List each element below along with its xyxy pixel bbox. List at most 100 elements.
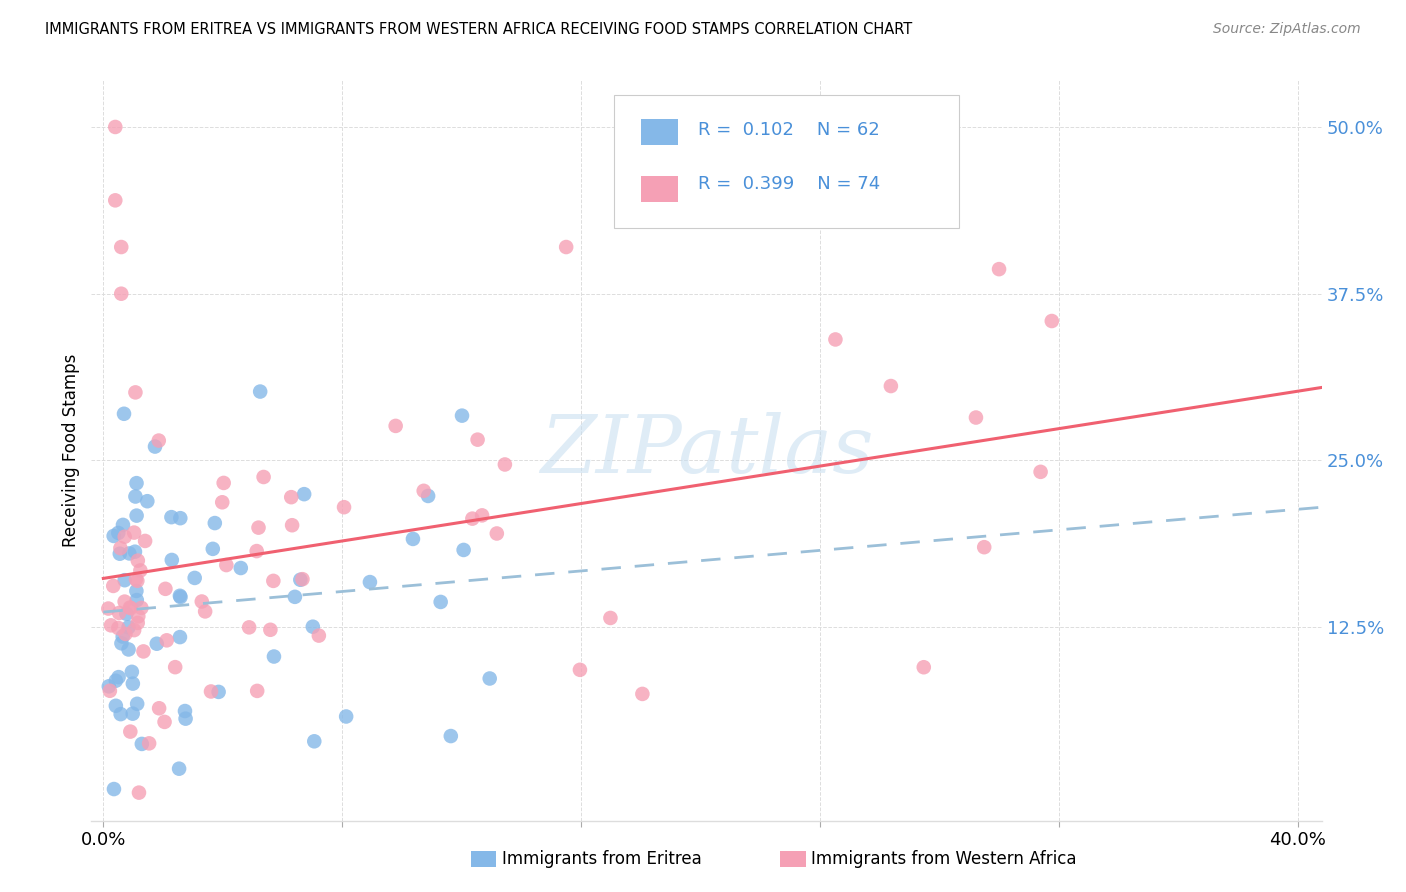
Point — [440, 729, 463, 743]
Point — [207, 685, 229, 699]
Point — [485, 526, 508, 541]
Point — [263, 649, 285, 664]
Point — [97, 679, 120, 693]
Point — [412, 483, 434, 498]
Point — [467, 433, 489, 447]
Point — [201, 541, 224, 556]
Point — [108, 606, 131, 620]
Point — [118, 600, 141, 615]
Point — [127, 697, 149, 711]
Point — [125, 572, 148, 586]
Point — [114, 594, 136, 608]
Point — [122, 525, 145, 540]
Point — [107, 525, 129, 540]
Point — [110, 240, 132, 254]
Point — [114, 573, 136, 587]
Point — [129, 563, 152, 577]
Point — [100, 618, 122, 632]
Point — [103, 579, 125, 593]
Point — [174, 712, 197, 726]
Text: ZIPatlas: ZIPatlas — [540, 412, 873, 489]
Text: Immigrants from Eritrea: Immigrants from Eritrea — [502, 850, 702, 868]
Point — [124, 544, 146, 558]
Point — [143, 440, 166, 454]
Point — [110, 636, 132, 650]
Point — [107, 621, 129, 635]
Point — [555, 240, 578, 254]
Point — [156, 633, 179, 648]
Point — [127, 574, 149, 588]
Point — [114, 530, 136, 544]
Point — [111, 630, 134, 644]
Text: IMMIGRANTS FROM ERITREA VS IMMIGRANTS FROM WESTERN AFRICA RECEIVING FOOD STAMPS : IMMIGRANTS FROM ERITREA VS IMMIGRANTS FR… — [45, 22, 912, 37]
Point — [104, 120, 127, 134]
Point — [122, 623, 145, 637]
Point — [117, 620, 139, 634]
Point — [301, 620, 323, 634]
Point — [103, 782, 125, 797]
Point — [335, 709, 357, 723]
Point — [124, 385, 146, 400]
Point — [212, 475, 235, 490]
Point — [97, 601, 120, 615]
Point — [148, 434, 170, 448]
Point — [114, 627, 136, 641]
Point — [211, 495, 233, 509]
Point — [160, 510, 183, 524]
Point — [204, 516, 226, 530]
Point — [169, 511, 191, 525]
Point — [174, 704, 197, 718]
Point — [138, 736, 160, 750]
Point — [229, 561, 252, 575]
Point — [167, 762, 190, 776]
Point — [127, 615, 149, 630]
Point — [973, 540, 995, 554]
Point — [568, 663, 591, 677]
Point — [471, 508, 494, 523]
Point — [304, 734, 326, 748]
Point — [281, 518, 304, 533]
Point — [461, 511, 484, 525]
Point — [429, 595, 451, 609]
Point — [451, 409, 474, 423]
Point — [912, 660, 935, 674]
Point — [284, 590, 307, 604]
Point — [333, 500, 356, 515]
Point — [191, 594, 214, 608]
Point — [132, 644, 155, 658]
Point — [359, 575, 381, 590]
Point — [108, 547, 131, 561]
Point — [111, 517, 134, 532]
Point — [291, 572, 314, 586]
Point — [292, 487, 315, 501]
Point — [215, 558, 238, 572]
Point — [128, 786, 150, 800]
Point — [124, 490, 146, 504]
Point — [183, 571, 205, 585]
Point — [1040, 314, 1063, 328]
Text: Immigrants from Western Africa: Immigrants from Western Africa — [811, 850, 1077, 868]
Point — [118, 546, 141, 560]
Point — [262, 574, 284, 588]
Point — [110, 707, 132, 722]
Text: R =  0.399    N = 74: R = 0.399 N = 74 — [697, 175, 880, 193]
Point — [115, 607, 138, 621]
Point — [121, 706, 143, 721]
Point — [246, 684, 269, 698]
Point — [453, 543, 475, 558]
Point — [988, 262, 1011, 277]
Point — [631, 687, 654, 701]
Point — [104, 698, 127, 713]
Point — [169, 630, 191, 644]
Point — [194, 604, 217, 618]
Point — [247, 521, 270, 535]
Point — [1029, 465, 1052, 479]
Point — [478, 672, 501, 686]
Point — [494, 458, 516, 472]
Point — [125, 508, 148, 523]
Text: Source: ZipAtlas.com: Source: ZipAtlas.com — [1213, 22, 1361, 37]
Point — [107, 670, 129, 684]
Point — [110, 541, 132, 555]
Point — [121, 665, 143, 679]
Point — [103, 529, 125, 543]
